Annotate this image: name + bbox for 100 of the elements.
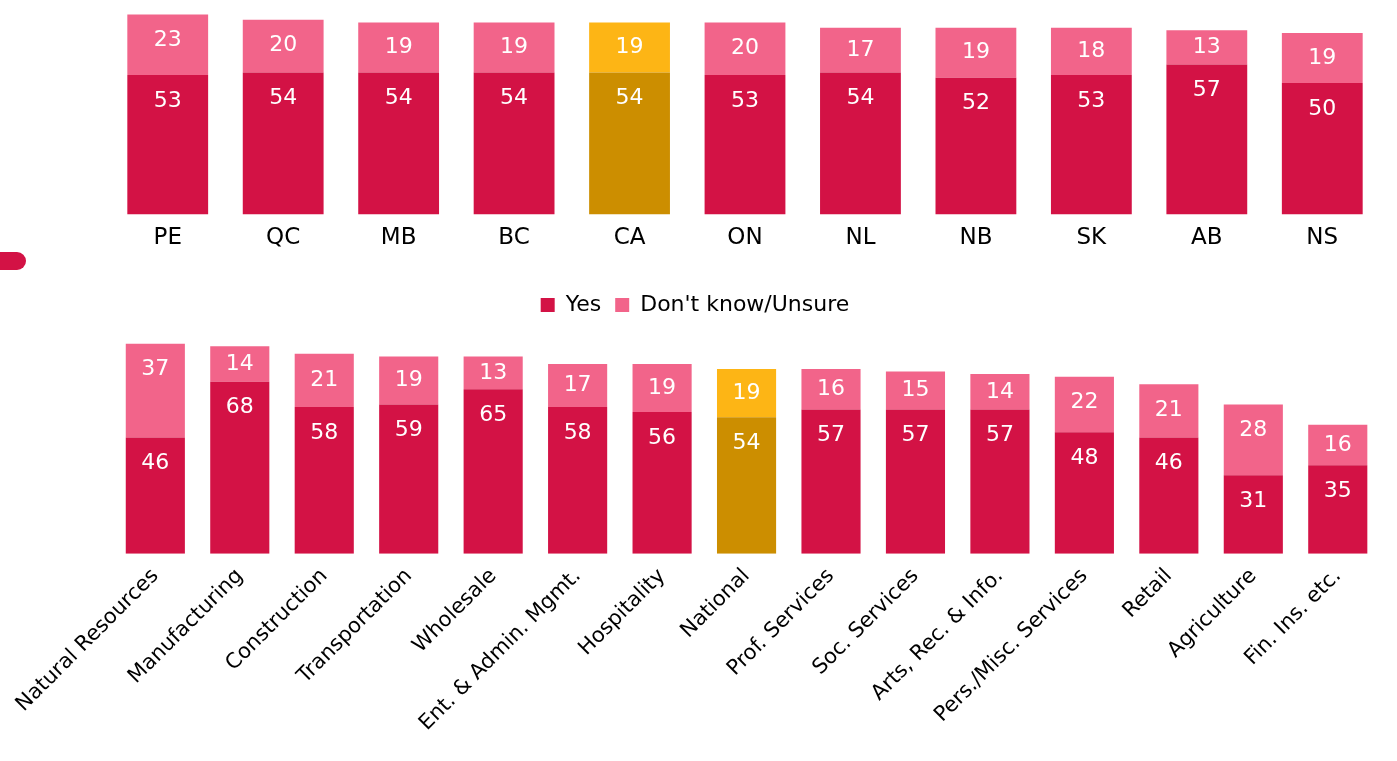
legend-label: Don't know/Unsure <box>640 290 850 316</box>
x-tick-label: QC <box>266 223 301 250</box>
data-label: 54 <box>500 84 529 110</box>
x-tick-label: BC <box>498 223 530 250</box>
x-tick-label: NB <box>959 223 993 250</box>
bar <box>632 363 692 413</box>
data-label: 53 <box>1077 86 1106 112</box>
data-label: 21 <box>310 365 339 391</box>
bar <box>463 389 523 554</box>
data-label: 68 <box>225 393 254 419</box>
bar <box>358 22 440 73</box>
bar <box>242 72 324 215</box>
bar <box>1308 465 1368 554</box>
bar <box>358 72 440 215</box>
bar <box>242 19 324 73</box>
bar <box>125 437 185 554</box>
bar <box>935 27 1017 78</box>
bar <box>1139 437 1199 554</box>
bar <box>473 22 555 73</box>
bar <box>970 374 1030 410</box>
data-label: 46 <box>1154 449 1183 475</box>
data-label: 17 <box>846 35 875 61</box>
bar <box>463 356 523 390</box>
data-label: 54 <box>269 84 298 110</box>
bar <box>801 409 861 554</box>
x-tick-label: SK <box>1076 223 1108 250</box>
x-tick-label: MB <box>380 223 417 250</box>
bar <box>1223 404 1283 476</box>
data-label: 54 <box>615 84 644 110</box>
x-tick-label: NS <box>1306 223 1339 250</box>
bar <box>716 369 777 418</box>
data-label: 22 <box>1070 388 1099 414</box>
x-tick-label: CA <box>613 223 646 250</box>
data-label: 57 <box>1192 76 1221 102</box>
data-label: 57 <box>901 421 930 447</box>
bar <box>885 409 946 554</box>
bar <box>1054 376 1114 433</box>
data-label: 28 <box>1239 416 1268 442</box>
data-label: 57 <box>817 421 846 447</box>
data-label: 13 <box>1192 33 1221 59</box>
x-tick-label: NL <box>845 223 876 250</box>
data-label: 19 <box>732 378 761 404</box>
bar <box>801 369 861 410</box>
bar <box>632 412 692 554</box>
bar <box>589 72 670 215</box>
bar <box>1281 32 1363 83</box>
bar <box>294 353 354 407</box>
data-label: 21 <box>1154 395 1183 421</box>
data-label: 23 <box>153 26 182 52</box>
bar <box>548 363 608 407</box>
data-label: 58 <box>563 418 592 444</box>
data-label: 19 <box>500 33 529 59</box>
data-label: 52 <box>961 89 990 115</box>
data-label: 54 <box>846 84 875 110</box>
data-label: 65 <box>479 401 508 426</box>
bar <box>1166 30 1248 65</box>
bar <box>1139 384 1199 438</box>
data-label: 18 <box>1077 37 1106 63</box>
data-label: 19 <box>615 33 644 59</box>
data-label: 57 <box>985 421 1014 447</box>
data-label: 19 <box>384 33 413 59</box>
bar <box>820 27 901 73</box>
data-label: 59 <box>394 416 423 442</box>
data-label: 35 <box>1323 476 1352 502</box>
bar <box>127 14 209 76</box>
bar <box>1050 27 1132 76</box>
data-label: 46 <box>141 449 170 475</box>
bar <box>589 22 670 73</box>
bar <box>970 409 1030 554</box>
bar <box>548 407 608 554</box>
bar <box>473 72 555 215</box>
x-tick-label: PE <box>153 223 182 250</box>
data-label: 53 <box>153 86 182 112</box>
bar <box>210 346 270 382</box>
bar <box>1281 82 1363 215</box>
x-tick-label: ON <box>727 223 763 250</box>
data-label: 20 <box>731 34 759 60</box>
data-label: 14 <box>985 377 1014 403</box>
bar <box>127 75 209 215</box>
bar <box>935 77 1017 215</box>
data-label: 56 <box>648 423 677 449</box>
data-label: 14 <box>225 349 254 375</box>
bar <box>1166 64 1248 215</box>
data-label: 16 <box>1323 430 1352 456</box>
bar <box>1223 475 1283 554</box>
data-label: 53 <box>731 86 759 112</box>
data-label: 54 <box>384 84 413 110</box>
legend-label: Yes <box>564 290 602 316</box>
bar <box>885 371 946 410</box>
bar <box>1054 432 1114 554</box>
data-label: 13 <box>479 358 508 384</box>
bar <box>716 417 777 554</box>
data-label: 31 <box>1239 487 1268 513</box>
bar <box>294 407 354 554</box>
data-label: 20 <box>269 31 298 57</box>
bar <box>1050 75 1132 215</box>
bar <box>704 75 786 215</box>
data-label: 19 <box>1308 43 1337 69</box>
data-label: 58 <box>310 418 339 444</box>
data-label: 17 <box>563 371 592 397</box>
